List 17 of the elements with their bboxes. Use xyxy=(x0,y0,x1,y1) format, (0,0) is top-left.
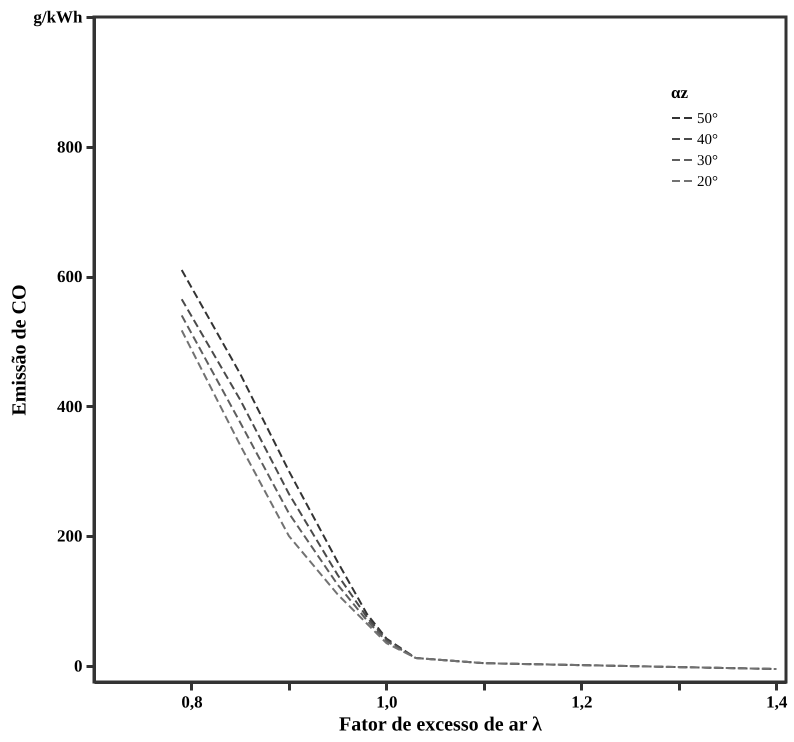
y-tick-label: 200 xyxy=(57,526,82,546)
x-tick-label: 1,2 xyxy=(571,692,592,712)
x-tick-label: 0,8 xyxy=(181,692,203,712)
legend-label: 30° xyxy=(697,153,718,169)
x-axis-title: Fator de excesso de ar λ xyxy=(339,714,542,736)
legend-label: 40° xyxy=(697,132,718,148)
x-tick-label: 1,4 xyxy=(766,692,788,712)
y-tick-label: 800 xyxy=(57,137,82,156)
y-tick-label: 600 xyxy=(57,267,82,286)
legend-label: 20° xyxy=(697,174,718,190)
legend-title: αz xyxy=(671,83,688,102)
y-tick-label: 400 xyxy=(57,396,82,416)
y-tick-label: 0 xyxy=(74,656,82,676)
y-axis-title: Emissão de CO xyxy=(8,284,30,416)
x-tick-label: 1,0 xyxy=(376,692,398,712)
y-tick-label: g/kWh xyxy=(33,8,84,26)
legend-label: 50° xyxy=(697,111,718,127)
